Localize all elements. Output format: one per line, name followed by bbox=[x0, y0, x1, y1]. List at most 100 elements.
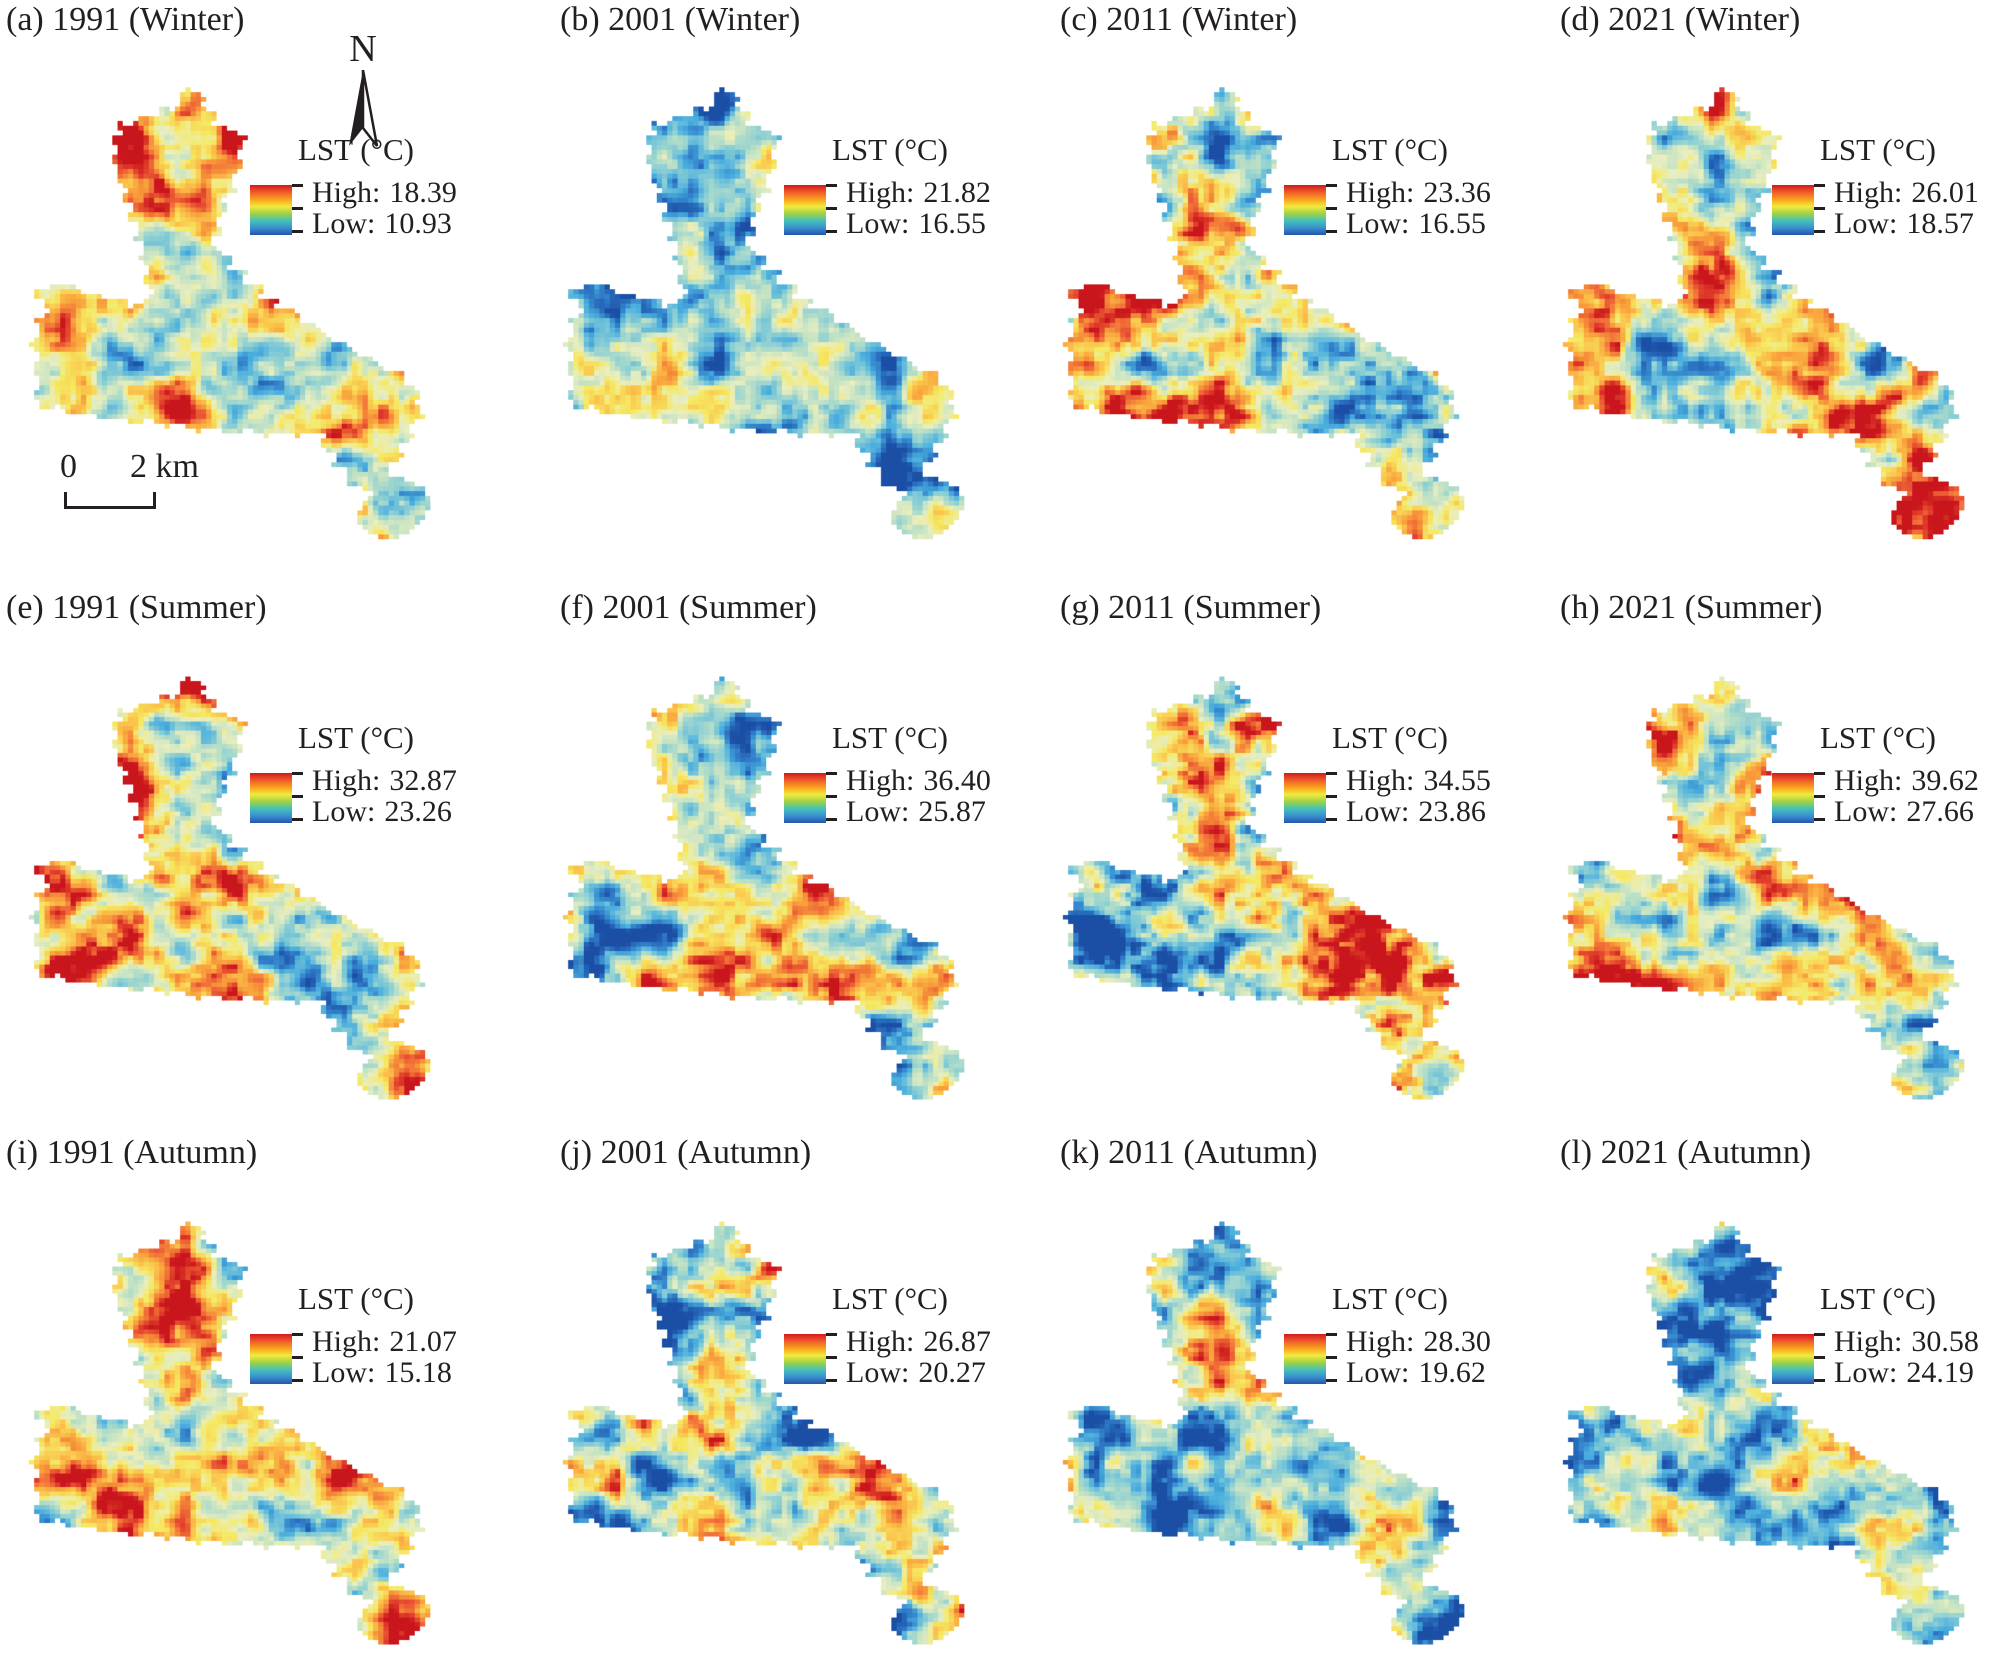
legend-low-line: Low: 27.66 bbox=[1834, 796, 1987, 827]
legend-title: LST (°C) bbox=[1331, 720, 1449, 755]
panel-title: (h) 2021 (Summer) bbox=[1560, 589, 1823, 626]
legend-values: High: 39.62 Low: 27.66 bbox=[1834, 765, 1987, 827]
legend-high-line: High: 18.39 bbox=[312, 177, 465, 208]
colorbar-tick-bottom bbox=[826, 1379, 837, 1382]
legend-high-prefix: High: bbox=[1834, 764, 1903, 797]
legend-high-line: High: 26.01 bbox=[1834, 177, 1987, 208]
legend-high-prefix: High: bbox=[1834, 1325, 1903, 1358]
legend-low-prefix: Low: bbox=[1346, 795, 1410, 828]
colorbar-tick-middle bbox=[1326, 1356, 1337, 1359]
legend-low-prefix: Low: bbox=[312, 1356, 376, 1389]
legend-low-line: Low: 23.26 bbox=[312, 796, 465, 827]
legend-high-prefix: High: bbox=[312, 764, 381, 797]
lst-map-raster-b bbox=[542, 44, 980, 544]
legend-low-prefix: Low: bbox=[1834, 1356, 1898, 1389]
panel-j-2001-autumn: (j) 2001 (Autumn) N LST (°C) High:26.87 … bbox=[500, 1097, 1000, 1658]
legend-values: High: 18.39 Low: 10.93 bbox=[312, 177, 465, 239]
colorbar-gradient bbox=[784, 773, 826, 823]
legend-title: LST (°C) bbox=[1819, 132, 1937, 167]
lst-map-container bbox=[1542, 44, 1980, 544]
legend-high-line: High: 32.87 bbox=[312, 765, 465, 796]
legend-high-line: High: 26.87 bbox=[846, 1326, 999, 1357]
legend-body: High: 28.30 Low: 19.62 bbox=[1284, 1326, 1499, 1396]
legend-low-line: Low: 24.19 bbox=[1834, 1357, 1987, 1388]
legend-title: LST (°C) bbox=[297, 1281, 415, 1316]
panel-h-2021-summer: (h) 2021 (Summer) N LST (°C) High:39.62 … bbox=[1500, 552, 2000, 1104]
lst-map-raster-d bbox=[1542, 44, 1980, 544]
colorbar-tick-top bbox=[826, 184, 837, 187]
legend-body: High: 32.87 Low: 23.26 bbox=[250, 765, 465, 835]
colorbar-tick-middle bbox=[1326, 207, 1337, 210]
scale-bar-labels: 0 2 km bbox=[52, 448, 252, 490]
legend-high-value: 23.36 bbox=[1423, 176, 1491, 209]
legend-low-line: Low: 10.93 bbox=[312, 208, 465, 239]
lst-legend: LST (°C) High: 30.58 Low: 24.19 bbox=[1772, 1281, 1987, 1396]
scale-bar-distance: 2 km bbox=[130, 448, 199, 485]
legend-low-line: Low: 15.18 bbox=[312, 1357, 465, 1388]
legend-body: High: 21.07 Low: 15.18 bbox=[250, 1326, 465, 1396]
legend-low-value: 16.55 bbox=[918, 207, 986, 240]
colorbar-tick-middle bbox=[292, 795, 303, 798]
colorbar-tick-top bbox=[292, 772, 303, 775]
colorbar-gradient bbox=[1772, 185, 1814, 235]
legend-high-line: High: 23.36 bbox=[1346, 177, 1499, 208]
colorbar-tick-middle bbox=[826, 207, 837, 210]
panel-title: (l) 2021 (Autumn) bbox=[1560, 1134, 1812, 1171]
colorbar-tick-middle bbox=[292, 207, 303, 210]
colorbar-tick-top bbox=[1814, 184, 1825, 187]
scale-bar-zero: 0 bbox=[60, 448, 77, 485]
panel-i-1991-autumn: (i) 1991 (Autumn) N LST (°C) High:21.07 … bbox=[0, 1097, 500, 1658]
north-label: N bbox=[349, 28, 377, 70]
legend-high-value: 21.07 bbox=[389, 1325, 457, 1358]
legend-high-line: High: 39.62 bbox=[1834, 765, 1987, 796]
colorbar-tick-bottom bbox=[292, 1379, 303, 1382]
lst-map-container bbox=[8, 636, 446, 1104]
panel-title: (e) 1991 (Summer) bbox=[6, 589, 267, 626]
colorbar-tick-bottom bbox=[826, 230, 837, 233]
legend-low-value: 24.19 bbox=[1906, 1356, 1974, 1389]
legend-high-value: 36.40 bbox=[923, 764, 991, 797]
lst-legend: LST (°C) High: 34.55 Low: 23.86 bbox=[1284, 720, 1499, 835]
legend-low-line: Low: 16.55 bbox=[1346, 208, 1499, 239]
legend-low-prefix: Low: bbox=[1834, 207, 1898, 240]
legend-low-prefix: Low: bbox=[312, 207, 376, 240]
colorbar-tick-top bbox=[1814, 772, 1825, 775]
colorbar-tick-bottom bbox=[1326, 818, 1337, 821]
panel-f-2001-summer: (f) 2001 (Summer) N LST (°C) High:36.40 … bbox=[500, 552, 1000, 1104]
legend-low-prefix: Low: bbox=[846, 207, 910, 240]
colorbar-tick-bottom bbox=[1814, 818, 1825, 821]
panel-g-2011-summer: (g) 2011 (Summer) N LST (°C) High:34.55 … bbox=[1000, 552, 1500, 1104]
legend-values: High: 32.87 Low: 23.26 bbox=[312, 765, 465, 827]
scale-bar-bracket bbox=[64, 492, 156, 509]
legend-title: LST (°C) bbox=[297, 720, 415, 755]
colorbar-gradient bbox=[1284, 773, 1326, 823]
lst-map-raster-g bbox=[1042, 636, 1480, 1104]
legend-values: High: 21.07 Low: 15.18 bbox=[312, 1326, 465, 1388]
legend-high-prefix: High: bbox=[312, 176, 381, 209]
legend-high-value: 18.39 bbox=[389, 176, 457, 209]
lst-map-raster-l bbox=[1542, 1181, 1980, 1649]
panel-title: (f) 2001 (Summer) bbox=[560, 589, 817, 626]
legend-high-prefix: High: bbox=[1834, 176, 1903, 209]
panel-title: (k) 2011 (Autumn) bbox=[1060, 1134, 1318, 1171]
legend-low-value: 20.27 bbox=[918, 1356, 986, 1389]
colorbar-tick-top bbox=[1814, 1333, 1825, 1336]
legend-high-value: 32.87 bbox=[389, 764, 457, 797]
legend-low-line: Low: 25.87 bbox=[846, 796, 999, 827]
legend-low-line: Low: 16.55 bbox=[846, 208, 999, 239]
north-arrow: N bbox=[326, 30, 400, 150]
lst-map-raster-i bbox=[8, 1181, 446, 1649]
colorbar-tick-top bbox=[292, 1333, 303, 1336]
legend-low-value: 15.18 bbox=[384, 1356, 452, 1389]
legend-low-prefix: Low: bbox=[1346, 1356, 1410, 1389]
lst-map-container bbox=[1542, 636, 1980, 1104]
legend-body: High: 21.82 Low: 16.55 bbox=[784, 177, 999, 247]
colorbar-tick-middle bbox=[1814, 1356, 1825, 1359]
legend-low-value: 27.66 bbox=[1906, 795, 1974, 828]
lst-map-container bbox=[542, 1181, 980, 1649]
legend-high-prefix: High: bbox=[1346, 764, 1415, 797]
lst-map-raster-h bbox=[1542, 636, 1980, 1104]
lst-map-container bbox=[542, 44, 980, 544]
legend-values: High: 28.30 Low: 19.62 bbox=[1346, 1326, 1499, 1388]
legend-high-line: High: 28.30 bbox=[1346, 1326, 1499, 1357]
